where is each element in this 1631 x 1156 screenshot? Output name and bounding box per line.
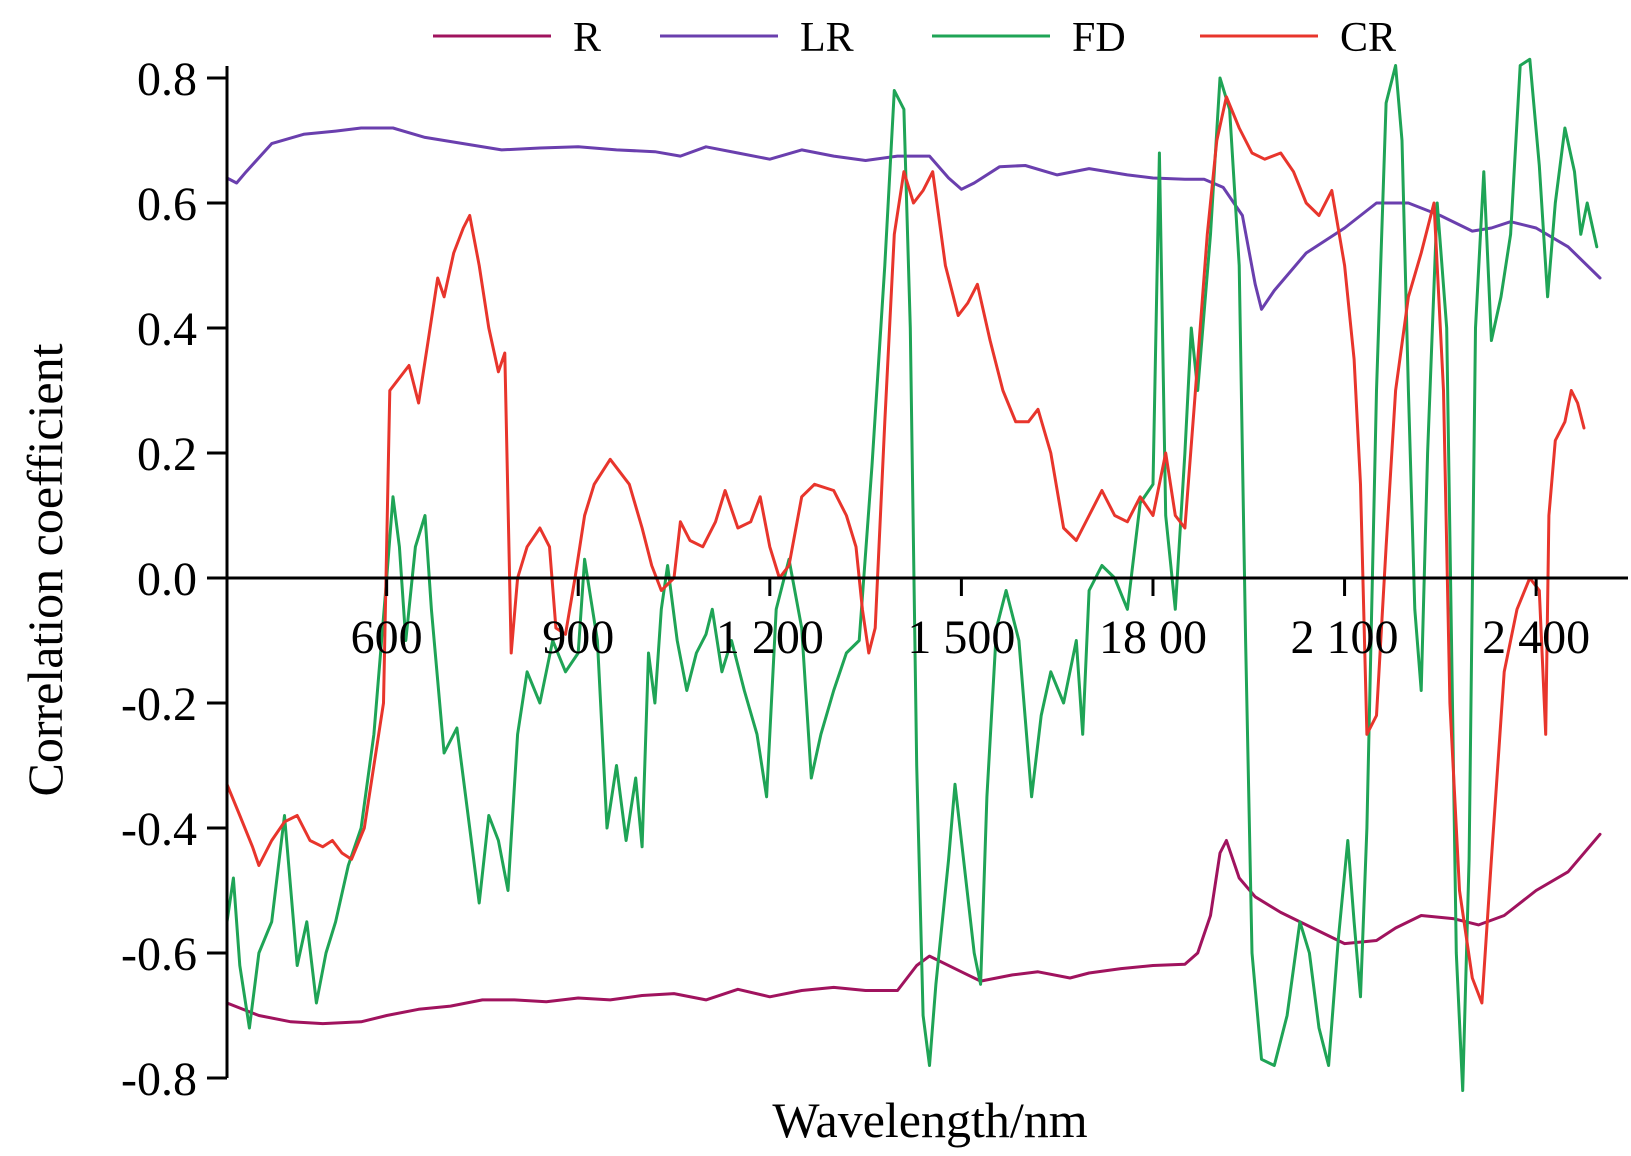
plot-lines [225, 57, 1602, 1092]
y-tick-label: -0.6 [121, 928, 197, 981]
x-axis-title: Wavelength/nm [772, 1092, 1087, 1148]
x-tick-label: 2 400 [1482, 611, 1590, 664]
y-tick-label: -0.8 [121, 1053, 197, 1106]
y-tick-label: 0.8 [137, 53, 197, 106]
x-tick-label: 1 500 [907, 611, 1015, 664]
series-line-lr [225, 126, 1602, 311]
legend: R LR FD CR [433, 15, 1396, 61]
series-line-fd [225, 57, 1599, 1092]
x-tick-label: 18 00 [1099, 611, 1207, 664]
y-axis-ticks: -0.8 -0.6 -0.4 -0.2 0.0 0.2 0.4 0.6 0.8 [121, 53, 227, 1106]
y-tick-label: 0.4 [137, 303, 197, 356]
y-tick-label: -0.2 [121, 678, 197, 731]
y-tick-label: -0.4 [121, 803, 197, 856]
legend-label-lr: LR [800, 15, 854, 61]
legend-label-cr: CR [1340, 15, 1396, 61]
y-tick-label: 0.2 [137, 428, 197, 481]
y-tick-label: 0.0 [137, 553, 197, 606]
x-tick-label: 600 [351, 611, 423, 664]
y-axis-title: Correlation coefficient [17, 343, 73, 796]
x-tick-label: 1 200 [716, 611, 824, 664]
legend-label-r: R [573, 15, 601, 61]
x-tick-label: 900 [542, 611, 614, 664]
series-line-r [225, 832, 1602, 1026]
x-axis-ticks: 600 900 1 200 1 500 18 00 2 100 2 400 [351, 578, 1590, 664]
series-line-cr [225, 95, 1586, 1005]
x-tick-label: 2 100 [1291, 611, 1399, 664]
legend-label-fd: FD [1072, 15, 1126, 61]
y-tick-label: 0.6 [137, 178, 197, 231]
